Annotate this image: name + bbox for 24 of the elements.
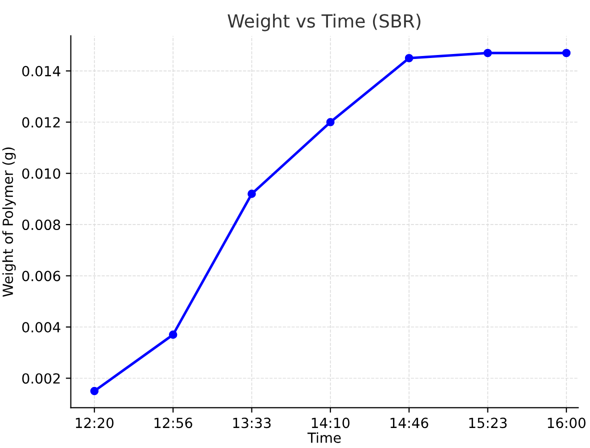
y-axis-title: Weight of Polymer (g) [2, 148, 16, 297]
x-tick-label: 12:56 [154, 418, 192, 428]
y-tick-label: 0.006 [22, 270, 60, 282]
x-tick-label: 14:46 [390, 418, 428, 428]
y-tick-label: 0.010 [22, 168, 60, 179]
point [326, 118, 335, 126]
point [248, 190, 256, 198]
x-tick-label: 16:00 [548, 418, 586, 428]
x-tick-label: 15:23 [469, 418, 507, 428]
y-tick-label: 0.014 [22, 66, 60, 76]
point [404, 54, 414, 62]
y-tick-label: 0.002 [22, 373, 60, 384]
point [562, 48, 571, 58]
y-tick-label: 0.004 [22, 322, 60, 332]
point [484, 48, 492, 58]
x-tick-label: 12:20 [76, 418, 114, 428]
x-tick-label: 14:10 [312, 418, 350, 428]
x-axis-title: Time [307, 432, 341, 443]
point [168, 330, 178, 339]
x-tick-label: 13:33 [233, 418, 271, 428]
y-tick-label: 0.008 [22, 220, 60, 230]
y-tick-label: 0.012 [22, 117, 60, 128]
chart-title: Weight vs Time (SBR) [228, 14, 420, 32]
point [90, 386, 99, 396]
